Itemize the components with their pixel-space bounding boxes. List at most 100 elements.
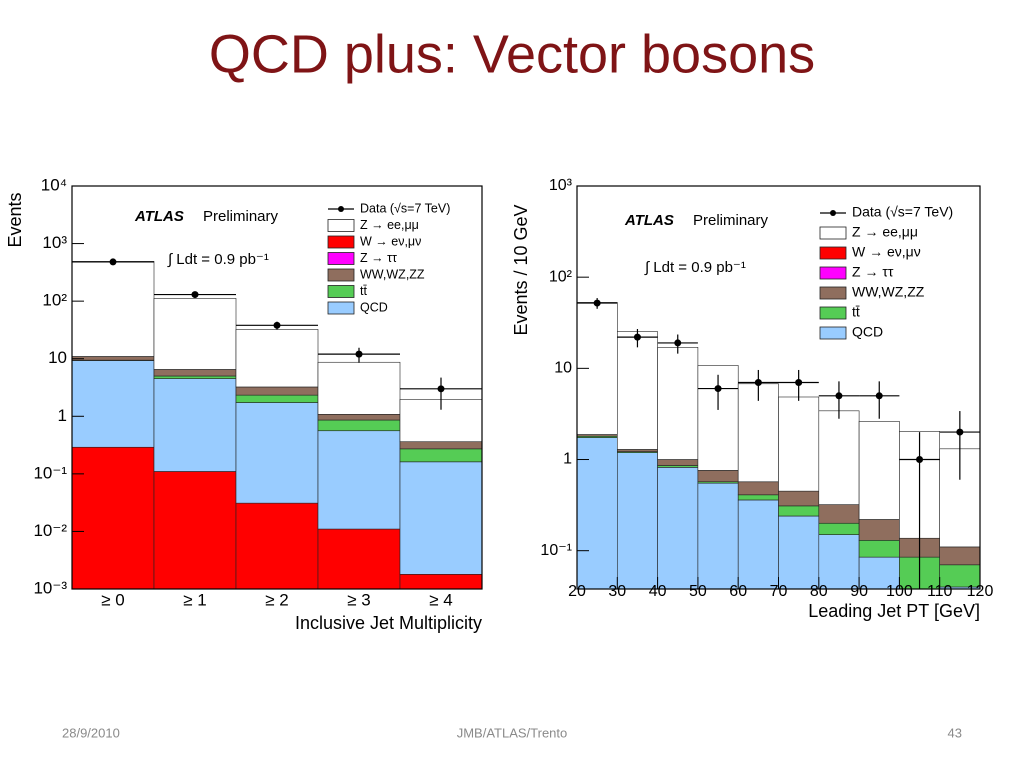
data-point (109, 258, 117, 266)
slide-title: QCD plus: Vector bosons (209, 24, 815, 84)
legend-swatch (819, 286, 847, 300)
stack-bar (317, 361, 401, 415)
y-tick-label: 10³ (42, 233, 67, 252)
legend-swatch (327, 268, 355, 282)
legend-swatch (819, 226, 847, 240)
stack-bar (657, 347, 699, 460)
stack-bar (153, 471, 237, 590)
x-tick-label: ≥ 3 (347, 590, 371, 609)
x-tick-label: 70 (770, 583, 788, 600)
luminosity-label: ∫ Ldt = 0.9 pb⁻¹ (644, 259, 746, 276)
stack-bar (778, 515, 820, 590)
y-tick-label: 10³ (549, 177, 573, 194)
stack-bar (616, 449, 658, 452)
stack-bar (235, 386, 319, 396)
stack-bar (778, 505, 820, 517)
legend-label: QCD (360, 300, 388, 314)
data-point (795, 378, 803, 386)
stack-bar (616, 331, 658, 450)
stack-bar (939, 546, 981, 566)
stack-bar (778, 396, 820, 492)
stack-bar (71, 261, 155, 357)
stack-bar (657, 459, 699, 466)
stack-bar (317, 528, 401, 590)
y-tick-label: 10² (549, 268, 573, 285)
y-tick-label: 10 (48, 348, 67, 367)
data-point (875, 392, 883, 400)
stack-bar (71, 360, 155, 448)
stack-bar (576, 437, 618, 590)
stack-bar (317, 414, 401, 421)
y-tick-label: 10² (42, 291, 67, 310)
legend-label: Z → ττ (360, 251, 397, 265)
plot-frame (71, 185, 483, 590)
data-point (714, 385, 722, 393)
stack-bar (818, 522, 860, 535)
legend-label: QCD (852, 324, 883, 340)
x-tick-label: 30 (608, 583, 626, 600)
x-tick-label: 90 (850, 583, 868, 600)
stack-bar (616, 452, 658, 590)
x-axis-label: Leading Jet PT [GeV] (808, 601, 980, 621)
y-tick-label: 10⁻¹ (33, 463, 67, 482)
x-tick-label: 100 (886, 583, 913, 600)
atlas-label: ATLAS (624, 212, 674, 229)
x-tick-label: 110 (927, 583, 953, 600)
legend-swatch (327, 285, 355, 298)
data-point (633, 333, 641, 341)
legend-swatch (819, 246, 847, 260)
x-tick-label: ≥ 1 (183, 590, 207, 609)
stack-bar (153, 375, 237, 379)
data-point (191, 291, 199, 299)
stack-bar (71, 446, 155, 590)
stack-bar (399, 461, 483, 575)
y-tick-label: 10⁻² (33, 521, 67, 540)
stack-bar (317, 419, 401, 432)
x-tick-label: 40 (649, 583, 667, 600)
y-tick-label: 10⁻³ (33, 578, 67, 597)
legend-swatch (327, 301, 355, 315)
x-tick-label: 80 (810, 583, 828, 600)
data-point (835, 392, 843, 400)
legend-label: Data (√s=7 TeV) (852, 204, 953, 220)
stack-bar (858, 519, 900, 541)
data-point (355, 350, 363, 358)
legend-label: WW,WZ,ZZ (360, 267, 425, 281)
legend-swatch (819, 266, 847, 280)
preliminary-label: Preliminary (693, 212, 769, 229)
legend-swatch (819, 326, 847, 340)
y-axis-label: Events / 10 GeV (511, 204, 531, 335)
data-point (916, 456, 924, 464)
legend-label: WW,WZ,ZZ (852, 284, 925, 300)
x-tick-label: 50 (689, 583, 707, 600)
legend-label: W → eν,μν (852, 244, 921, 260)
stack-bar (858, 539, 900, 558)
data-point (437, 385, 445, 393)
stack-bar (737, 499, 779, 590)
legend-label: tt̄ (360, 284, 367, 298)
legend-swatch (327, 219, 355, 232)
legend-label: Data (√s=7 TeV) (360, 201, 450, 215)
stack-bar (697, 482, 739, 590)
stack-bar (818, 534, 860, 590)
x-tick-label: 120 (967, 583, 994, 600)
stack-bar (858, 556, 900, 590)
legend-label: tt̄ (852, 304, 860, 320)
x-axis-label: Inclusive Jet Multiplicity (295, 613, 482, 633)
stack-bar (235, 402, 319, 504)
legend-label: Z → ee,μμ (852, 224, 918, 240)
stack-bar (235, 394, 319, 403)
x-tick-label: 20 (568, 583, 586, 600)
stack-bar (399, 574, 483, 590)
stack-bar (858, 421, 900, 520)
x-tick-label: ≥ 2 (265, 590, 289, 609)
atlas-label: ATLAS (134, 208, 184, 225)
stack-bar (235, 502, 319, 590)
footer-date: 28/9/2010 (62, 725, 120, 740)
stack-bar (235, 329, 319, 388)
stack-bar (153, 378, 237, 472)
y-tick-label: 1 (58, 406, 67, 425)
y-axis-label: Events (5, 192, 25, 247)
stack-bar (317, 430, 401, 530)
